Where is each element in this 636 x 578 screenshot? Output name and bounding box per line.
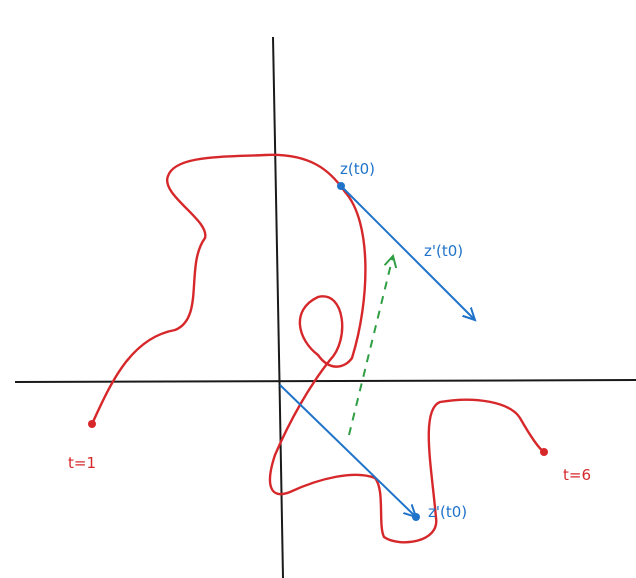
start-label: t=1 bbox=[68, 454, 96, 472]
translated-tangent-vector bbox=[279, 384, 416, 517]
start-point bbox=[88, 420, 96, 428]
point-z-t0 bbox=[337, 182, 345, 190]
end-label: t=6 bbox=[563, 466, 591, 484]
translated-vector-tip bbox=[412, 513, 420, 521]
tangent-vector bbox=[340, 185, 475, 320]
tangent-label: z'(t0) bbox=[424, 242, 463, 260]
path-curve bbox=[90, 153, 546, 544]
translated-label: z'(t0) bbox=[428, 503, 467, 521]
end-point bbox=[540, 448, 548, 456]
translation-arrow bbox=[348, 256, 393, 436]
real-axis bbox=[14, 379, 636, 383]
point-label: z(t0) bbox=[340, 160, 375, 178]
imaginary-axis bbox=[272, 36, 284, 578]
